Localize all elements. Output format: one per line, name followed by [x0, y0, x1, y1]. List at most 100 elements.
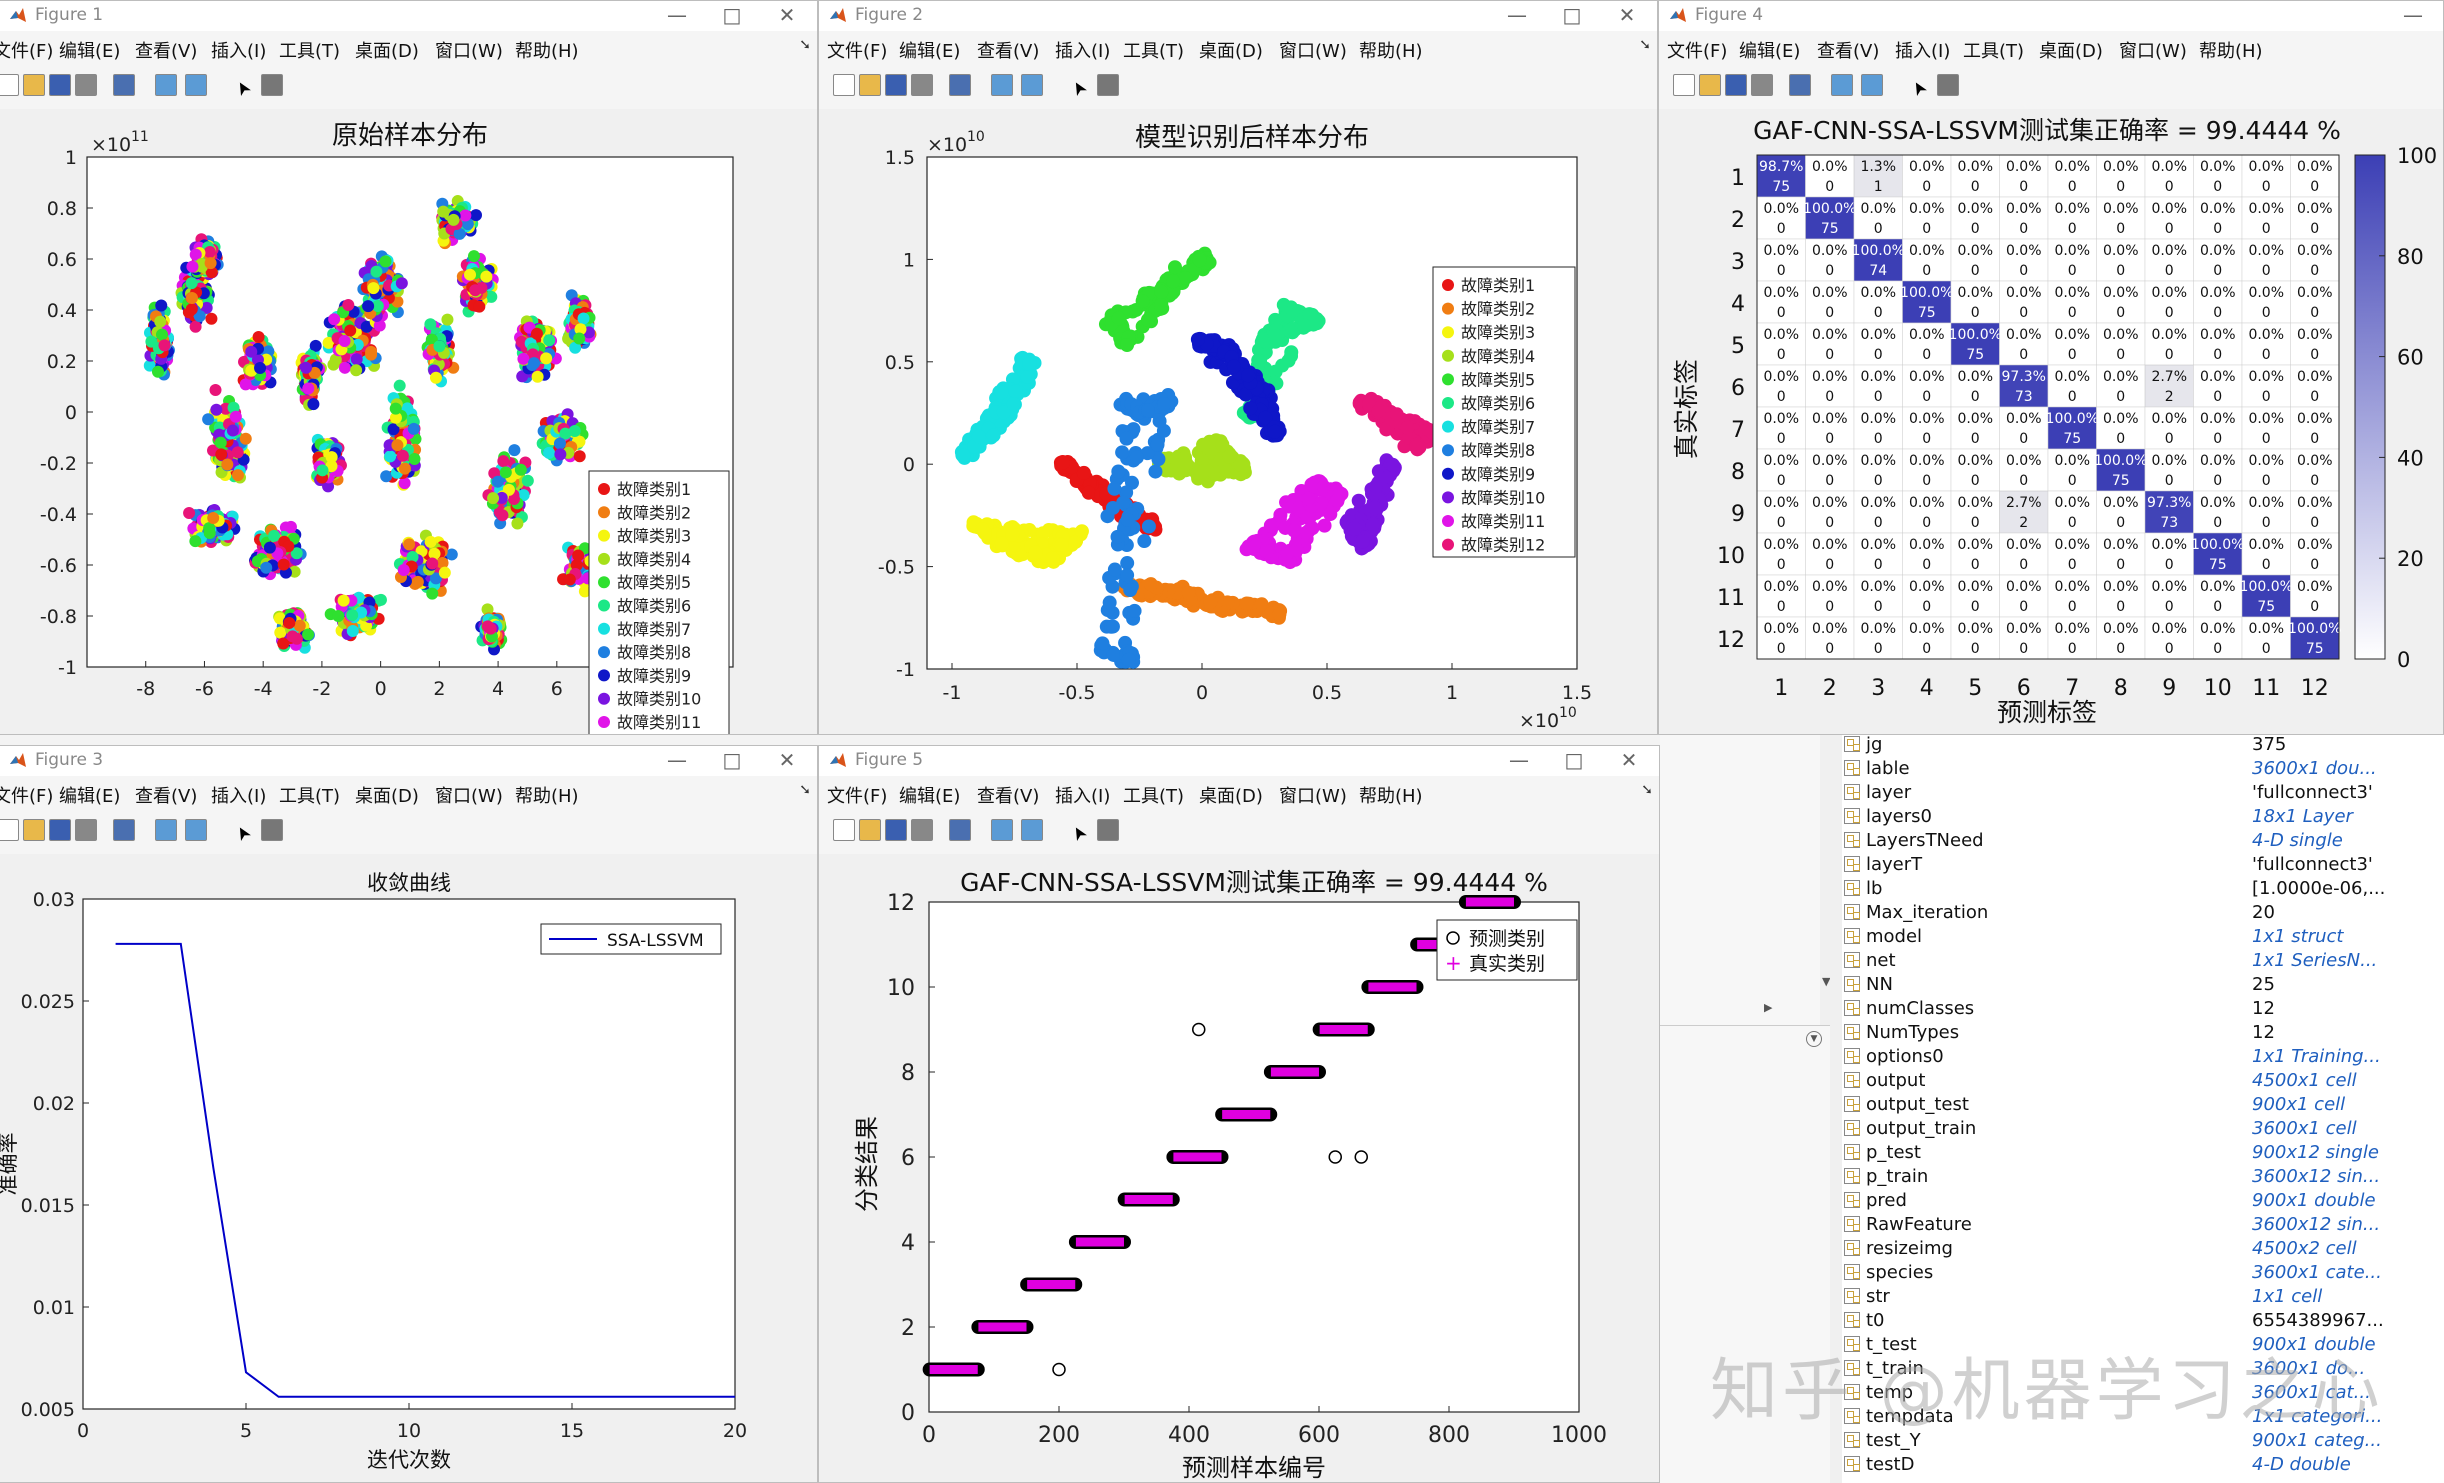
- matrix-cell: [1756, 280, 1806, 324]
- open-folder-icon[interactable]: [23, 74, 45, 96]
- menu-insert[interactable]: 插入(I): [1895, 41, 1951, 62]
- data-point: [573, 450, 586, 463]
- menu-arrow-icon[interactable]: ➘: [1639, 37, 1651, 53]
- menu-desktop[interactable]: 桌面(D): [1199, 41, 1263, 62]
- colorbar-icon[interactable]: [991, 74, 1013, 96]
- menu-help[interactable]: 帮助(H): [1359, 41, 1423, 62]
- link-icon[interactable]: [1789, 74, 1811, 96]
- new-file-icon[interactable]: [1673, 74, 1695, 96]
- menu-help[interactable]: 帮助(H): [515, 41, 579, 62]
- menu-edit[interactable]: 编辑(E): [59, 41, 121, 62]
- pointer-icon[interactable]: ➤: [230, 76, 257, 101]
- cell-percent: 0.0%: [2103, 579, 2139, 595]
- menu-desktop[interactable]: 桌面(D): [2039, 41, 2103, 62]
- menu-window[interactable]: 窗口(W): [1279, 41, 1347, 62]
- cell-percent: 0.0%: [2151, 159, 2187, 175]
- menu-view[interactable]: 查看(V): [135, 41, 198, 62]
- matrix-cell: [2193, 448, 2243, 492]
- save-icon[interactable]: [49, 74, 71, 96]
- link-icon[interactable]: [113, 74, 135, 96]
- menu-window[interactable]: 窗口(W): [2119, 41, 2187, 62]
- menu-tools[interactable]: 工具(T): [1123, 41, 1185, 62]
- print-icon[interactable]: [1751, 74, 1773, 96]
- cell-count: 0: [1922, 221, 1931, 237]
- link-icon[interactable]: [949, 74, 971, 96]
- menu-view[interactable]: 查看(V): [977, 41, 1040, 62]
- cell-percent: 0.0%: [2297, 159, 2333, 175]
- property-icon[interactable]: [1937, 74, 1959, 96]
- cell-count: 0: [2019, 179, 2028, 195]
- cell-percent: 0.0%: [2151, 327, 2187, 343]
- print-icon[interactable]: [75, 74, 97, 96]
- data-point: [1056, 455, 1071, 470]
- cell-percent: 0.0%: [2103, 285, 2139, 301]
- matrix-cell: [1853, 448, 1903, 492]
- x-tick-label: 11: [2252, 676, 2280, 701]
- save-icon[interactable]: [885, 74, 907, 96]
- matrix-cell: [2144, 280, 2194, 324]
- property-icon[interactable]: [1097, 74, 1119, 96]
- open-folder-icon[interactable]: [1699, 74, 1721, 96]
- menu-insert[interactable]: 插入(I): [1055, 41, 1111, 62]
- menu-tools[interactable]: 工具(T): [279, 41, 341, 62]
- figure-4-window[interactable]: Figure 4 — 文件(F) 编辑(E) 查看(V) 插入(I) 工具(T)…: [1658, 0, 2444, 735]
- maximize-button[interactable]: □: [1562, 3, 1582, 27]
- cell-percent: 0.0%: [2248, 453, 2284, 469]
- menu-file[interactable]: 文件(F): [827, 41, 888, 62]
- menu-file[interactable]: 文件(F): [0, 41, 54, 62]
- data-point: [1154, 284, 1169, 299]
- colorbar-icon[interactable]: [1831, 74, 1853, 96]
- menu-window[interactable]: 窗口(W): [435, 41, 503, 62]
- data-point: [1289, 542, 1304, 557]
- y-exponent-power: 11: [131, 129, 149, 145]
- maximize-button[interactable]: □: [722, 3, 742, 27]
- menu-insert[interactable]: 插入(I): [211, 41, 267, 62]
- print-icon[interactable]: [911, 74, 933, 96]
- data-point: [407, 422, 420, 435]
- menu-tools[interactable]: 工具(T): [1963, 41, 2025, 62]
- close-button[interactable]: ✕: [778, 3, 796, 27]
- title-bar[interactable]: Figure 4 —: [1659, 1, 2443, 31]
- legend-icon[interactable]: [1861, 74, 1883, 96]
- cell-count: 0: [2165, 557, 2174, 573]
- title-bar[interactable]: Figure 2 — □ ✕: [819, 1, 1657, 31]
- close-button[interactable]: ✕: [1618, 3, 1636, 27]
- title-bar[interactable]: Figure 1 — □ ✕: [0, 1, 817, 31]
- menu-file[interactable]: 文件(F): [1667, 41, 1728, 62]
- minimize-button[interactable]: —: [2403, 3, 2423, 27]
- cell-count: 0: [2310, 599, 2319, 615]
- cell-count: 0: [2165, 641, 2174, 657]
- matrix-cell: [1950, 364, 2000, 408]
- data-point: [406, 551, 419, 564]
- pointer-icon[interactable]: ➤: [1066, 76, 1093, 101]
- menu-edit[interactable]: 编辑(E): [899, 41, 961, 62]
- figure-2-window[interactable]: Figure 2 — □ ✕ 文件(F) 编辑(E) 查看(V) 插入(I) 工…: [818, 0, 1658, 735]
- menu-arrow-icon[interactable]: ➘: [799, 37, 811, 53]
- cell-percent: 0.0%: [2200, 201, 2236, 217]
- open-folder-icon[interactable]: [859, 74, 881, 96]
- menu-view[interactable]: 查看(V): [1817, 41, 1880, 62]
- pointer-icon[interactable]: ➤: [1906, 76, 1933, 101]
- data-point: [429, 572, 442, 585]
- menu-desktop[interactable]: 桌面(D): [355, 41, 419, 62]
- cell-count: 0: [2019, 263, 2028, 279]
- cell-percent: 0.0%: [2151, 579, 2187, 595]
- save-icon[interactable]: [1725, 74, 1747, 96]
- figure-1-window[interactable]: Figure 1 — □ ✕ 文件(F) 编辑(E) 查看(V) 插入(I) 工…: [0, 0, 818, 735]
- menu-help[interactable]: 帮助(H): [2199, 41, 2263, 62]
- cell-count: 0: [1874, 221, 1883, 237]
- data-point: [481, 603, 494, 616]
- matrix-cell: [1805, 448, 1855, 492]
- colorbar-icon[interactable]: [155, 74, 177, 96]
- minimize-button[interactable]: —: [1507, 3, 1527, 27]
- legend-icon[interactable]: [185, 74, 207, 96]
- menu-edit[interactable]: 编辑(E): [1739, 41, 1801, 62]
- minimize-button[interactable]: —: [667, 3, 687, 27]
- new-file-icon[interactable]: [0, 74, 19, 96]
- y-tick-label: 8: [1731, 460, 1745, 485]
- property-icon[interactable]: [261, 74, 283, 96]
- new-file-icon[interactable]: [833, 74, 855, 96]
- cell-percent: 0.0%: [1763, 201, 1799, 217]
- data-point: [445, 548, 458, 561]
- legend-icon[interactable]: [1021, 74, 1043, 96]
